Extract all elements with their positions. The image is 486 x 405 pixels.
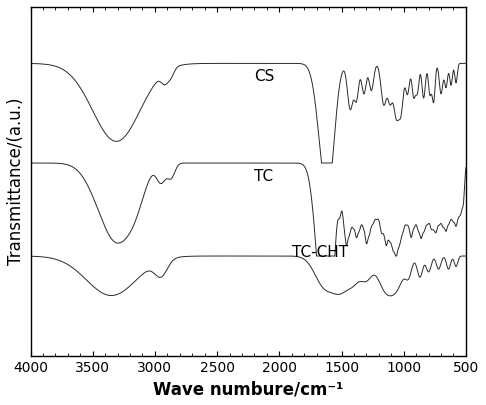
Y-axis label: Transmittance/(a.u.): Transmittance/(a.u.) — [7, 98, 25, 265]
Text: TC: TC — [255, 169, 274, 184]
Text: TC-CHT: TC-CHT — [292, 245, 348, 260]
Text: CS: CS — [255, 69, 275, 84]
X-axis label: Wave numbure/cm⁻¹: Wave numbure/cm⁻¹ — [153, 380, 344, 398]
